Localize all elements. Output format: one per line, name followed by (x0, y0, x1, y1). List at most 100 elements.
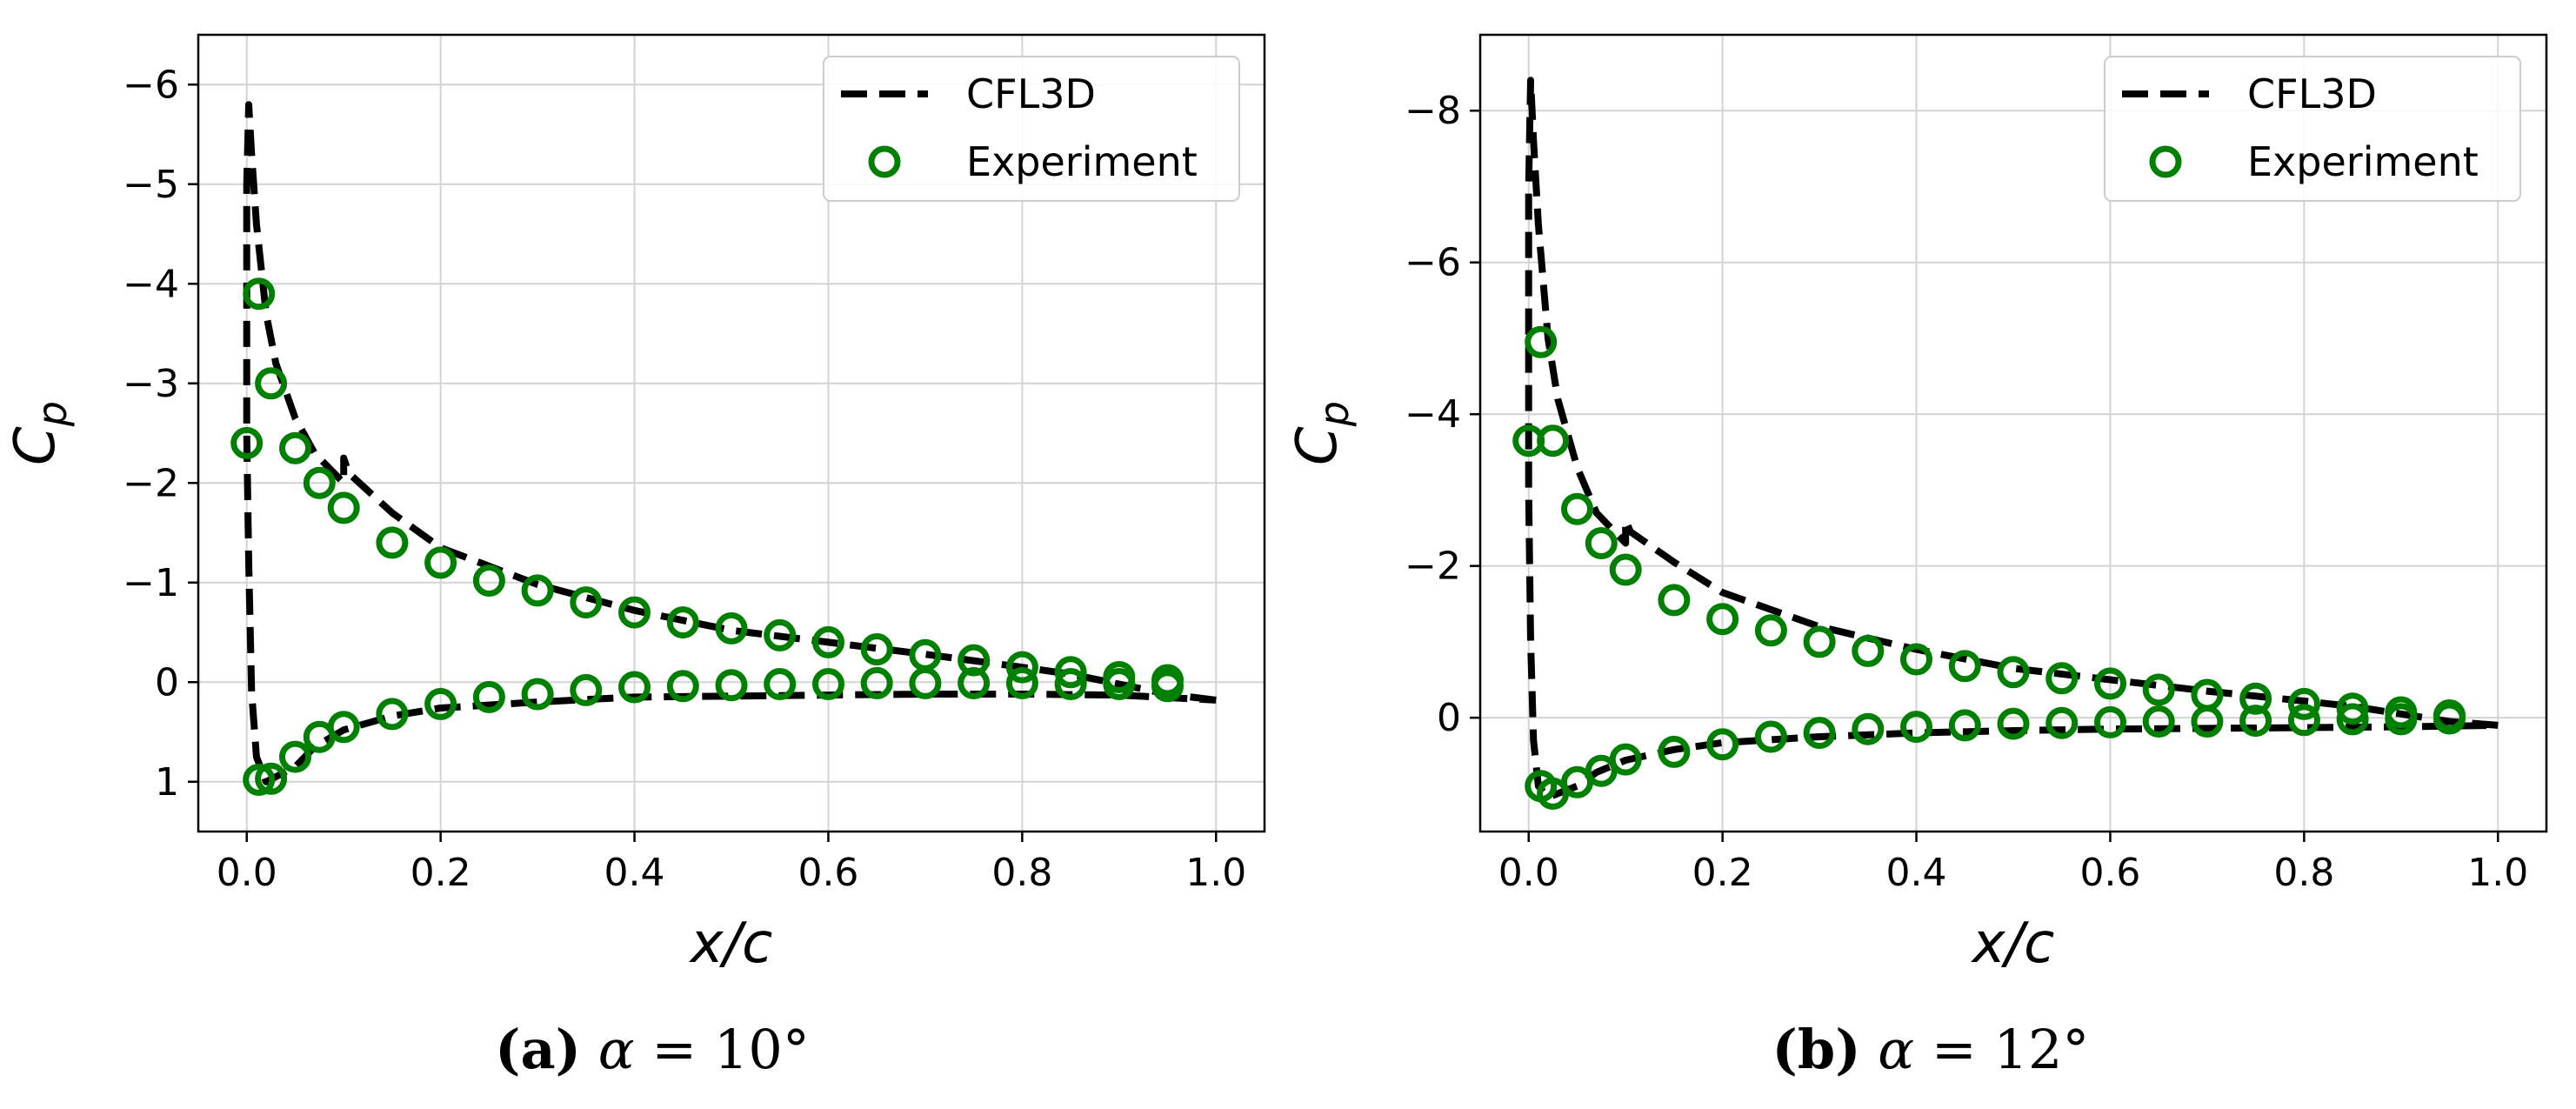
plot-area-b (1512, 77, 2499, 810)
experiment-point (2191, 705, 2224, 738)
y-axis-label-subscript: p (29, 401, 76, 427)
experiment-point (1525, 325, 1558, 358)
experiment-point (2433, 702, 2466, 735)
experiment-point (715, 611, 748, 645)
experiment-point (1054, 668, 1087, 700)
y-axis-label: Cp (3, 401, 76, 465)
axes-frame (197, 33, 1266, 833)
experiment-point (1852, 712, 1885, 745)
experiment-point (1005, 666, 1038, 699)
experiment-point (618, 671, 651, 704)
experiment-point (2142, 673, 2175, 706)
cfl3d-line (243, 101, 1217, 785)
experiment-point (1803, 625, 1836, 658)
x-tick-label: 0.4 (604, 851, 665, 895)
experiment-point (1609, 553, 1642, 586)
legend-experiment-swatch (868, 145, 901, 178)
chart-panel-b: 0.0 0.2 0.4 0.6 0.8 1.0 −8 −6 −4 −2 0 x/c Cp CFL3D Exp… (1285, 33, 2548, 976)
y-tick-label: −6 (1405, 241, 1461, 285)
experiment-point (472, 565, 505, 597)
x-tick-label: 0.6 (2079, 851, 2140, 895)
experiment-point (2045, 662, 2079, 695)
experiment-point (279, 431, 311, 464)
y-tick-label: −2 (1405, 544, 1461, 589)
experiment-point (279, 740, 311, 773)
experiment-point (243, 764, 276, 796)
y-tick-label: −8 (1405, 89, 1461, 133)
experiment-point (570, 586, 603, 619)
experiment-point (958, 666, 991, 699)
x-tick-label: 0.0 (1498, 851, 1559, 895)
y-tick-label: −5 (123, 163, 179, 207)
experiment-point (570, 673, 603, 706)
experiment-point (1948, 650, 1981, 683)
caption-b: (b) α = 12° (1739, 1018, 2122, 1096)
x-tick-label: 0.8 (991, 851, 1052, 895)
y-axis-label-main: C (1285, 426, 1350, 465)
axes-frame (1478, 33, 2548, 833)
experiment-point (1754, 720, 1787, 753)
experiment-point (1997, 656, 2030, 689)
legend-experiment-swatch (2149, 145, 2182, 178)
experiment-point (715, 669, 748, 702)
caption-b-label: (b) (1772, 1018, 1861, 1081)
x-axis-label: x/c (1971, 912, 2055, 976)
legend-b: CFL3D Experiment (2104, 56, 2521, 202)
experiment-point (666, 670, 699, 703)
experiment-point (230, 426, 264, 459)
experiment-point (764, 668, 797, 700)
experiment-point (909, 666, 942, 699)
experiment-point (2239, 705, 2272, 738)
y-tick-label: 0 (155, 660, 179, 705)
plot-area-a (230, 101, 1217, 796)
experiment-point (2287, 704, 2320, 737)
experiment-point (2142, 705, 2175, 738)
legend-label: CFL3D (966, 70, 1096, 117)
y-tick-label: −4 (1405, 392, 1461, 437)
experiment-point (1054, 656, 1087, 689)
experiment-point (1948, 709, 1981, 742)
experiment-point (1900, 643, 1932, 676)
experiment-point (1658, 735, 1691, 768)
x-tick-label: 0.2 (1692, 851, 1753, 895)
experiment-point (327, 711, 360, 744)
experiment-point (376, 698, 409, 731)
caption-a-text: = 10° (634, 1018, 810, 1081)
y-tick-label: −1 (123, 561, 179, 605)
experiment-point (958, 644, 991, 677)
y-tick-label: 0 (1437, 696, 1461, 740)
x-tick-label: 0.8 (2273, 851, 2334, 895)
caption-b-symbol: α (1878, 1018, 1915, 1081)
experiment-point (1658, 584, 1691, 617)
legend-label: Experiment (2247, 138, 2479, 185)
experiment-point (1103, 668, 1136, 700)
experiment-point (521, 678, 554, 711)
x-tick-label: 0.4 (1886, 851, 1947, 895)
experiment-point (812, 668, 844, 700)
legend-label: Experiment (966, 138, 1198, 185)
experiment-point (327, 491, 360, 524)
experiment-point (812, 625, 844, 658)
y-tick-label: −6 (123, 63, 179, 107)
caption-a: (a) α = 10° (461, 1018, 844, 1096)
experiment-point (1706, 728, 1739, 761)
y-tick-label: −2 (123, 461, 179, 505)
experiment-point (1005, 651, 1038, 684)
x-tick-label: 1.0 (1185, 851, 1246, 895)
y-tick-label: −4 (123, 262, 179, 306)
experiment-point (1609, 743, 1642, 776)
y-axis-label-main: C (3, 426, 68, 465)
cfl3d-line (1525, 77, 2499, 801)
experiment-point (2094, 667, 2126, 700)
y-tick-label: 1 (155, 760, 179, 805)
x-tick-label: 0.2 (410, 851, 471, 895)
experiment-point (376, 526, 409, 559)
experiment-point (521, 574, 554, 607)
experiment-point (2094, 705, 2126, 738)
experiment-point (1706, 603, 1739, 636)
experiment-point (2287, 687, 2320, 720)
experiment-point (860, 666, 893, 699)
experiment-point (303, 466, 336, 499)
experiment-point (1754, 614, 1787, 647)
